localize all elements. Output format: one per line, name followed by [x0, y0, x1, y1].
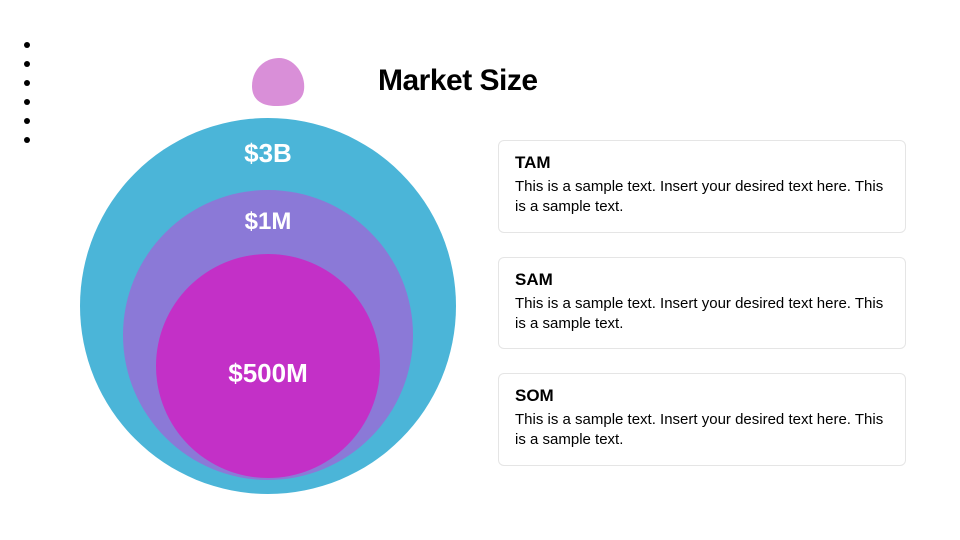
circle-sam-value: $1M [123, 208, 413, 236]
card-desc: This is a sample text. Insert your desir… [515, 177, 889, 218]
card-title: SOM [515, 386, 889, 406]
blob-shape-icon [248, 56, 310, 108]
card-som: SOM This is a sample text. Insert your d… [498, 373, 906, 466]
slide: Market Size $3B $1M $500M TAM This is a … [0, 0, 960, 540]
card-desc: This is a sample text. Insert your desir… [515, 410, 889, 451]
card-sam: SAM This is a sample text. Insert your d… [498, 257, 906, 350]
page-title: Market Size [378, 64, 538, 98]
card-tam: TAM This is a sample text. Insert your d… [498, 140, 906, 233]
dot-grid-icon [18, 38, 48, 152]
card-desc: This is a sample text. Insert your desir… [515, 294, 889, 335]
circle-som: $500M [156, 254, 380, 478]
card-title: TAM [515, 153, 889, 173]
circle-som-value: $500M [156, 358, 380, 389]
card-title: SAM [515, 270, 889, 290]
nested-circles-diagram: $3B $1M $500M [80, 118, 456, 494]
cards-column: TAM This is a sample text. Insert your d… [498, 140, 906, 490]
circle-tam-value: $3B [80, 138, 456, 169]
